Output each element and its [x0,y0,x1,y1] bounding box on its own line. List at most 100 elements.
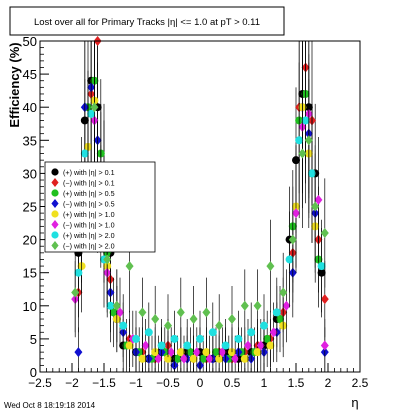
data-point [314,194,323,205]
data-point [112,300,121,311]
data-point [212,348,220,357]
x-axis-label: η [351,395,358,410]
data-point [132,334,140,343]
legend-entry: (+) with |η| > 2.0 [51,231,115,240]
data-point [103,254,112,265]
data-point [320,227,329,238]
data-point [167,347,176,358]
x-tick-label: −2 [65,376,79,390]
legend-entry: (−) with |η| > 0.1 [51,178,115,188]
data-point [106,301,115,310]
axes: −2.5 −2 −1.5 −1 −0.5 0 0.5 1 1.5 2 2.5 0 5 10 15 20 25 30… [23,34,369,390]
legend-marker [51,241,59,250]
chart-title: Lost over all for Primary Tracks |η| <= … [34,17,260,28]
data-point [215,320,224,331]
data-point [189,354,198,363]
legend-marker [51,189,59,197]
x-tick-label: 1 [261,376,268,390]
data-point [304,135,313,146]
legend-label: (−) with |η| > 0.1 [63,179,115,188]
data-point [125,261,134,272]
x-tick-label: 0.5 [224,376,241,390]
legend-box [44,161,156,253]
data-point [263,334,272,343]
y-tick-label: 25 [23,200,37,215]
data-point [116,307,124,318]
x-tick-label: −1 [129,376,143,390]
data-point [176,307,185,318]
legend-label: (+) with |η| > 0.5 [63,189,115,198]
data-point [205,353,214,364]
data-point [173,354,182,363]
data-point [228,314,236,325]
data-point [320,294,329,305]
data-point [295,136,304,145]
legend-label: (−) with |η| > 0.5 [63,200,115,209]
data-point [170,334,179,343]
timestamp: Wed Oct 8 18:19:18 2014 [4,401,96,410]
data-point [196,334,204,343]
x-tick-label: 0 [197,376,204,390]
x-tick-label: 2 [325,376,332,390]
x-tick-label: −1.5 [92,376,116,390]
data-point [311,201,320,212]
data-point [298,148,307,159]
data-point [74,347,83,358]
legend-entry: (−) with |η| > 1.0 [51,220,115,230]
data-point [272,308,281,317]
data-point [180,353,188,364]
legend-label: (+) with |η| > 0.1 [63,168,115,177]
data-point [320,340,329,351]
data-point [80,149,89,158]
data-point [221,341,230,350]
y-tick-label: 45 [23,67,37,82]
data-point [87,109,96,118]
data-point [164,354,172,363]
legend-entry: (+) with |η| > 0.5 [51,189,115,198]
data-point [144,328,153,337]
legend-entry: (−) with |η| > 0.5 [51,199,115,209]
data-point [301,116,310,125]
legend-marker [51,199,59,208]
legend-marker [51,168,59,176]
y-tick-label: 50 [23,34,37,49]
legend-marker [51,231,59,239]
y-tick-label: 15 [23,266,37,281]
data-point [202,307,211,318]
y-tick-label: 10 [23,299,37,314]
x-tick-label: 1.5 [288,376,305,390]
x-tick-label: −0.5 [156,376,180,390]
legend-label: (+) with |η| > 1.0 [63,210,115,219]
data-point [253,300,262,311]
data-point [269,327,278,338]
data-point [288,234,297,245]
legend-label: (+) with |η| > 2.0 [63,231,115,240]
data-point [192,347,201,358]
data-point [256,340,265,351]
y-tick-label: 5 [30,332,37,347]
y-tick-label: 0 [30,365,37,380]
x-tick-label: −2.5 [28,376,52,390]
data-point [157,341,166,350]
legend-label: (−) with |η| > 2.0 [63,242,115,251]
y-tick-label: 35 [23,133,37,148]
series-6 [74,41,326,372]
data-point [234,334,243,343]
data-point [151,314,160,325]
data-point [176,348,185,357]
data-point [71,287,80,298]
data-point [266,261,275,272]
data-point [74,268,83,277]
y-tick-label: 20 [23,233,37,248]
data-point [183,341,192,350]
data-point [90,102,99,113]
data-point [154,353,163,364]
data-point [202,348,211,357]
legend-label: (−) with |η| > 1.0 [63,221,115,230]
y-tick-label: 40 [23,100,37,115]
data-point [138,354,147,363]
legend-marker [51,178,59,187]
data-point [244,340,252,351]
data-point [317,262,326,271]
legend-marker [51,210,59,218]
